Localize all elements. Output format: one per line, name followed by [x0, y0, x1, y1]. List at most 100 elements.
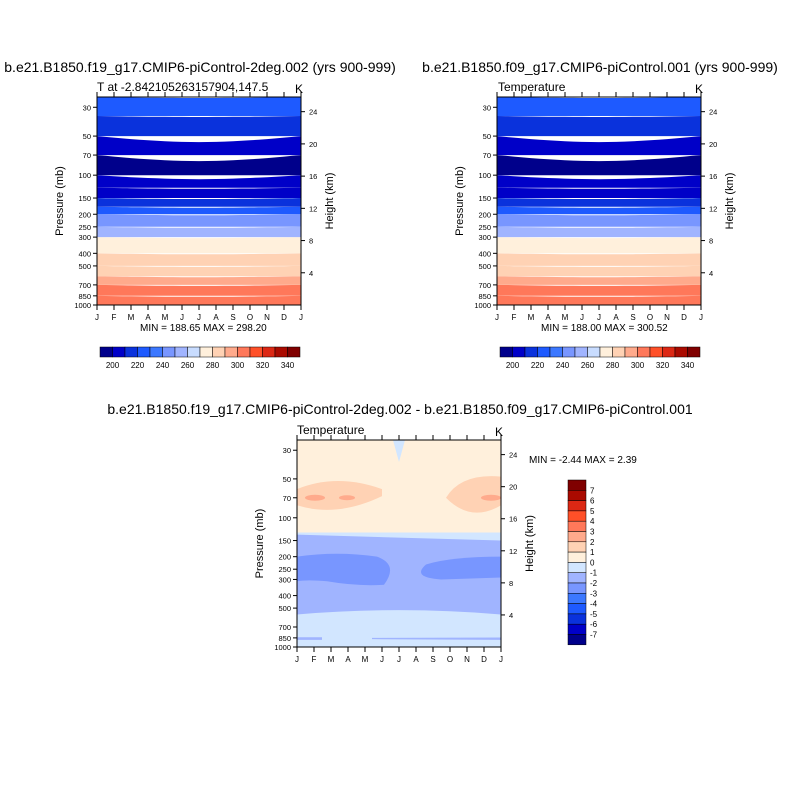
- panel3-colorbar-box: [567, 500, 587, 512]
- panel1-colorbar-box: [249, 346, 263, 358]
- panel1-band-12: [97, 155, 301, 176]
- panel1-band-0: [97, 295, 301, 305]
- panel2-band-8: [497, 206, 701, 215]
- panel1-xtick-label: N: [264, 313, 270, 322]
- panel2-colorbar-box: [549, 346, 563, 358]
- panel3-colorbar-label: -7: [590, 631, 598, 640]
- panel2-ytick-right-label: 12: [709, 204, 717, 213]
- panel3-colorbar-box: [567, 603, 587, 615]
- panel3-colorbar-box: [567, 572, 587, 584]
- panel1-colorbar-box: [262, 346, 276, 358]
- panel3-colorbar-label: 4: [590, 517, 595, 526]
- panel2-xtick-label: J: [699, 313, 703, 322]
- panel2-xtick-label: F: [512, 313, 517, 322]
- panel1-xtick-label: M: [128, 313, 135, 322]
- panel2-colorbar-label: 200: [506, 361, 520, 370]
- panel1-ytick-label: 400: [78, 249, 91, 258]
- panel1-xtick-label: J: [197, 313, 201, 322]
- panel2-band-6: [497, 226, 701, 238]
- panel3-colorbar-box: [567, 520, 587, 532]
- panel1-ylabel-right: Height (km): [324, 173, 336, 230]
- panel3-colorbar-label: -5: [590, 610, 598, 619]
- panel3-colorbar-label: -3: [590, 589, 598, 598]
- panel1-colorbar-box: [199, 346, 213, 358]
- panel2-ytick-right-label: 20: [709, 140, 717, 149]
- panel1-band-15: [97, 97, 301, 116]
- panel2-band-15: [497, 97, 701, 116]
- panel3-ytick-label: 500: [278, 604, 291, 613]
- panel2-ytick-label: 250: [478, 223, 491, 232]
- panel3-ytick-label: 1000: [274, 643, 291, 652]
- panel1-ytick-label: 500: [78, 262, 91, 271]
- panel3-ytick-label: 30: [283, 446, 291, 455]
- panel2-ytick-label: 300: [478, 233, 491, 242]
- panel3-colorbar-box: [567, 510, 587, 522]
- panel1-band-8: [97, 206, 301, 215]
- panel2-colorbar-box: [574, 346, 588, 358]
- panel2-ytick-label: 70: [483, 151, 491, 160]
- panel2-band-5: [497, 237, 701, 254]
- panel3-colorbar-label: 2: [590, 538, 595, 547]
- panel1-ytick-label: 50: [83, 132, 91, 141]
- panel1-colorbar-box: [237, 346, 251, 358]
- panel3-ytick-right-label: 24: [509, 451, 517, 460]
- panel2-band-1: [497, 284, 701, 296]
- panel2-ytick-label: 30: [483, 103, 491, 112]
- panel3-ytick-label: 150: [278, 537, 291, 546]
- panel3-ylabel: Pressure (mb): [254, 509, 266, 579]
- panel1-title: b.e21.B1850.f19_g17.CMIP6-piControl-2deg…: [4, 59, 396, 75]
- panel1-colorbar-label: 300: [231, 361, 245, 370]
- panel3-surface-strip-1: [297, 637, 322, 640]
- panel1-band-2: [97, 276, 301, 285]
- panel2-ytick-right-label: 4: [709, 269, 713, 278]
- panel2-band-9: [497, 198, 701, 207]
- panel3-notch: [393, 440, 405, 462]
- panel3-colorbar-box: [567, 490, 587, 501]
- panel2-colorbar-box: [499, 346, 513, 358]
- panel1-band-14: [97, 116, 301, 137]
- panel1-ytick-right-label: 4: [309, 269, 313, 278]
- panel2-colorbar-box: [624, 346, 638, 358]
- panel1-units: K: [295, 82, 304, 96]
- panel1-band-13: [97, 136, 301, 156]
- panel3-colorbar-label: -6: [590, 620, 598, 629]
- panel1-colorbar-box: [212, 346, 226, 358]
- panel2-ylabel: Pressure (mb): [454, 166, 466, 236]
- panel2-xtick-label: A: [613, 313, 619, 322]
- panel1-ytick-label: 300: [78, 233, 91, 242]
- panel3-ytick-label: 200: [278, 553, 291, 562]
- panel1-ytick-label: 700: [78, 281, 91, 290]
- panel2-ytick-label: 400: [478, 249, 491, 258]
- panel3-cool-lobe-left: [297, 553, 391, 586]
- panel1-ytick-label: 200: [78, 210, 91, 219]
- panel1-colorbar-box: [174, 346, 188, 358]
- panel3-cool-lobe-right: [421, 556, 501, 580]
- panel2-band-10: [497, 187, 701, 198]
- panel1-ytick-label: 150: [78, 194, 91, 203]
- panel3-ylabel-right: Height (km): [524, 515, 536, 572]
- panel3-colorbar-label: 1: [590, 548, 595, 557]
- panel1-xtick-label: F: [112, 313, 117, 322]
- panel2-xtick-label: S: [630, 313, 635, 322]
- panel3-colorbar-box: [567, 582, 587, 594]
- panel2-colorbar-box: [637, 346, 651, 358]
- panel2-band-13: [497, 136, 701, 156]
- panel3-colorbar-label: 5: [590, 507, 595, 516]
- panel3-ytick-right-label: 16: [509, 515, 517, 524]
- panel1-band-10: [97, 187, 301, 198]
- panel2-band-2: [497, 276, 701, 285]
- panel3-xtick-label: J: [397, 655, 401, 664]
- panel3-warm-core-3: [481, 494, 501, 501]
- panel1-colorbar-label: 220: [131, 361, 145, 370]
- panel1-left-string: T at -2.842105263157904,147.5: [97, 80, 269, 94]
- panel3-xtick-label: J: [295, 655, 299, 664]
- panel2-xtick-label: M: [528, 313, 535, 322]
- panel3-ytick-label: 850: [278, 634, 291, 643]
- panel1-colorbar-label: 320: [256, 361, 270, 370]
- panel2-xtick-label: A: [545, 313, 551, 322]
- panel3-xtick-label: M: [328, 655, 335, 664]
- panel1-band-4: [97, 253, 301, 266]
- panel1-colorbar-box: [137, 346, 151, 358]
- panel2-min-max: MIN = 188.00 MAX = 300.52: [541, 323, 668, 334]
